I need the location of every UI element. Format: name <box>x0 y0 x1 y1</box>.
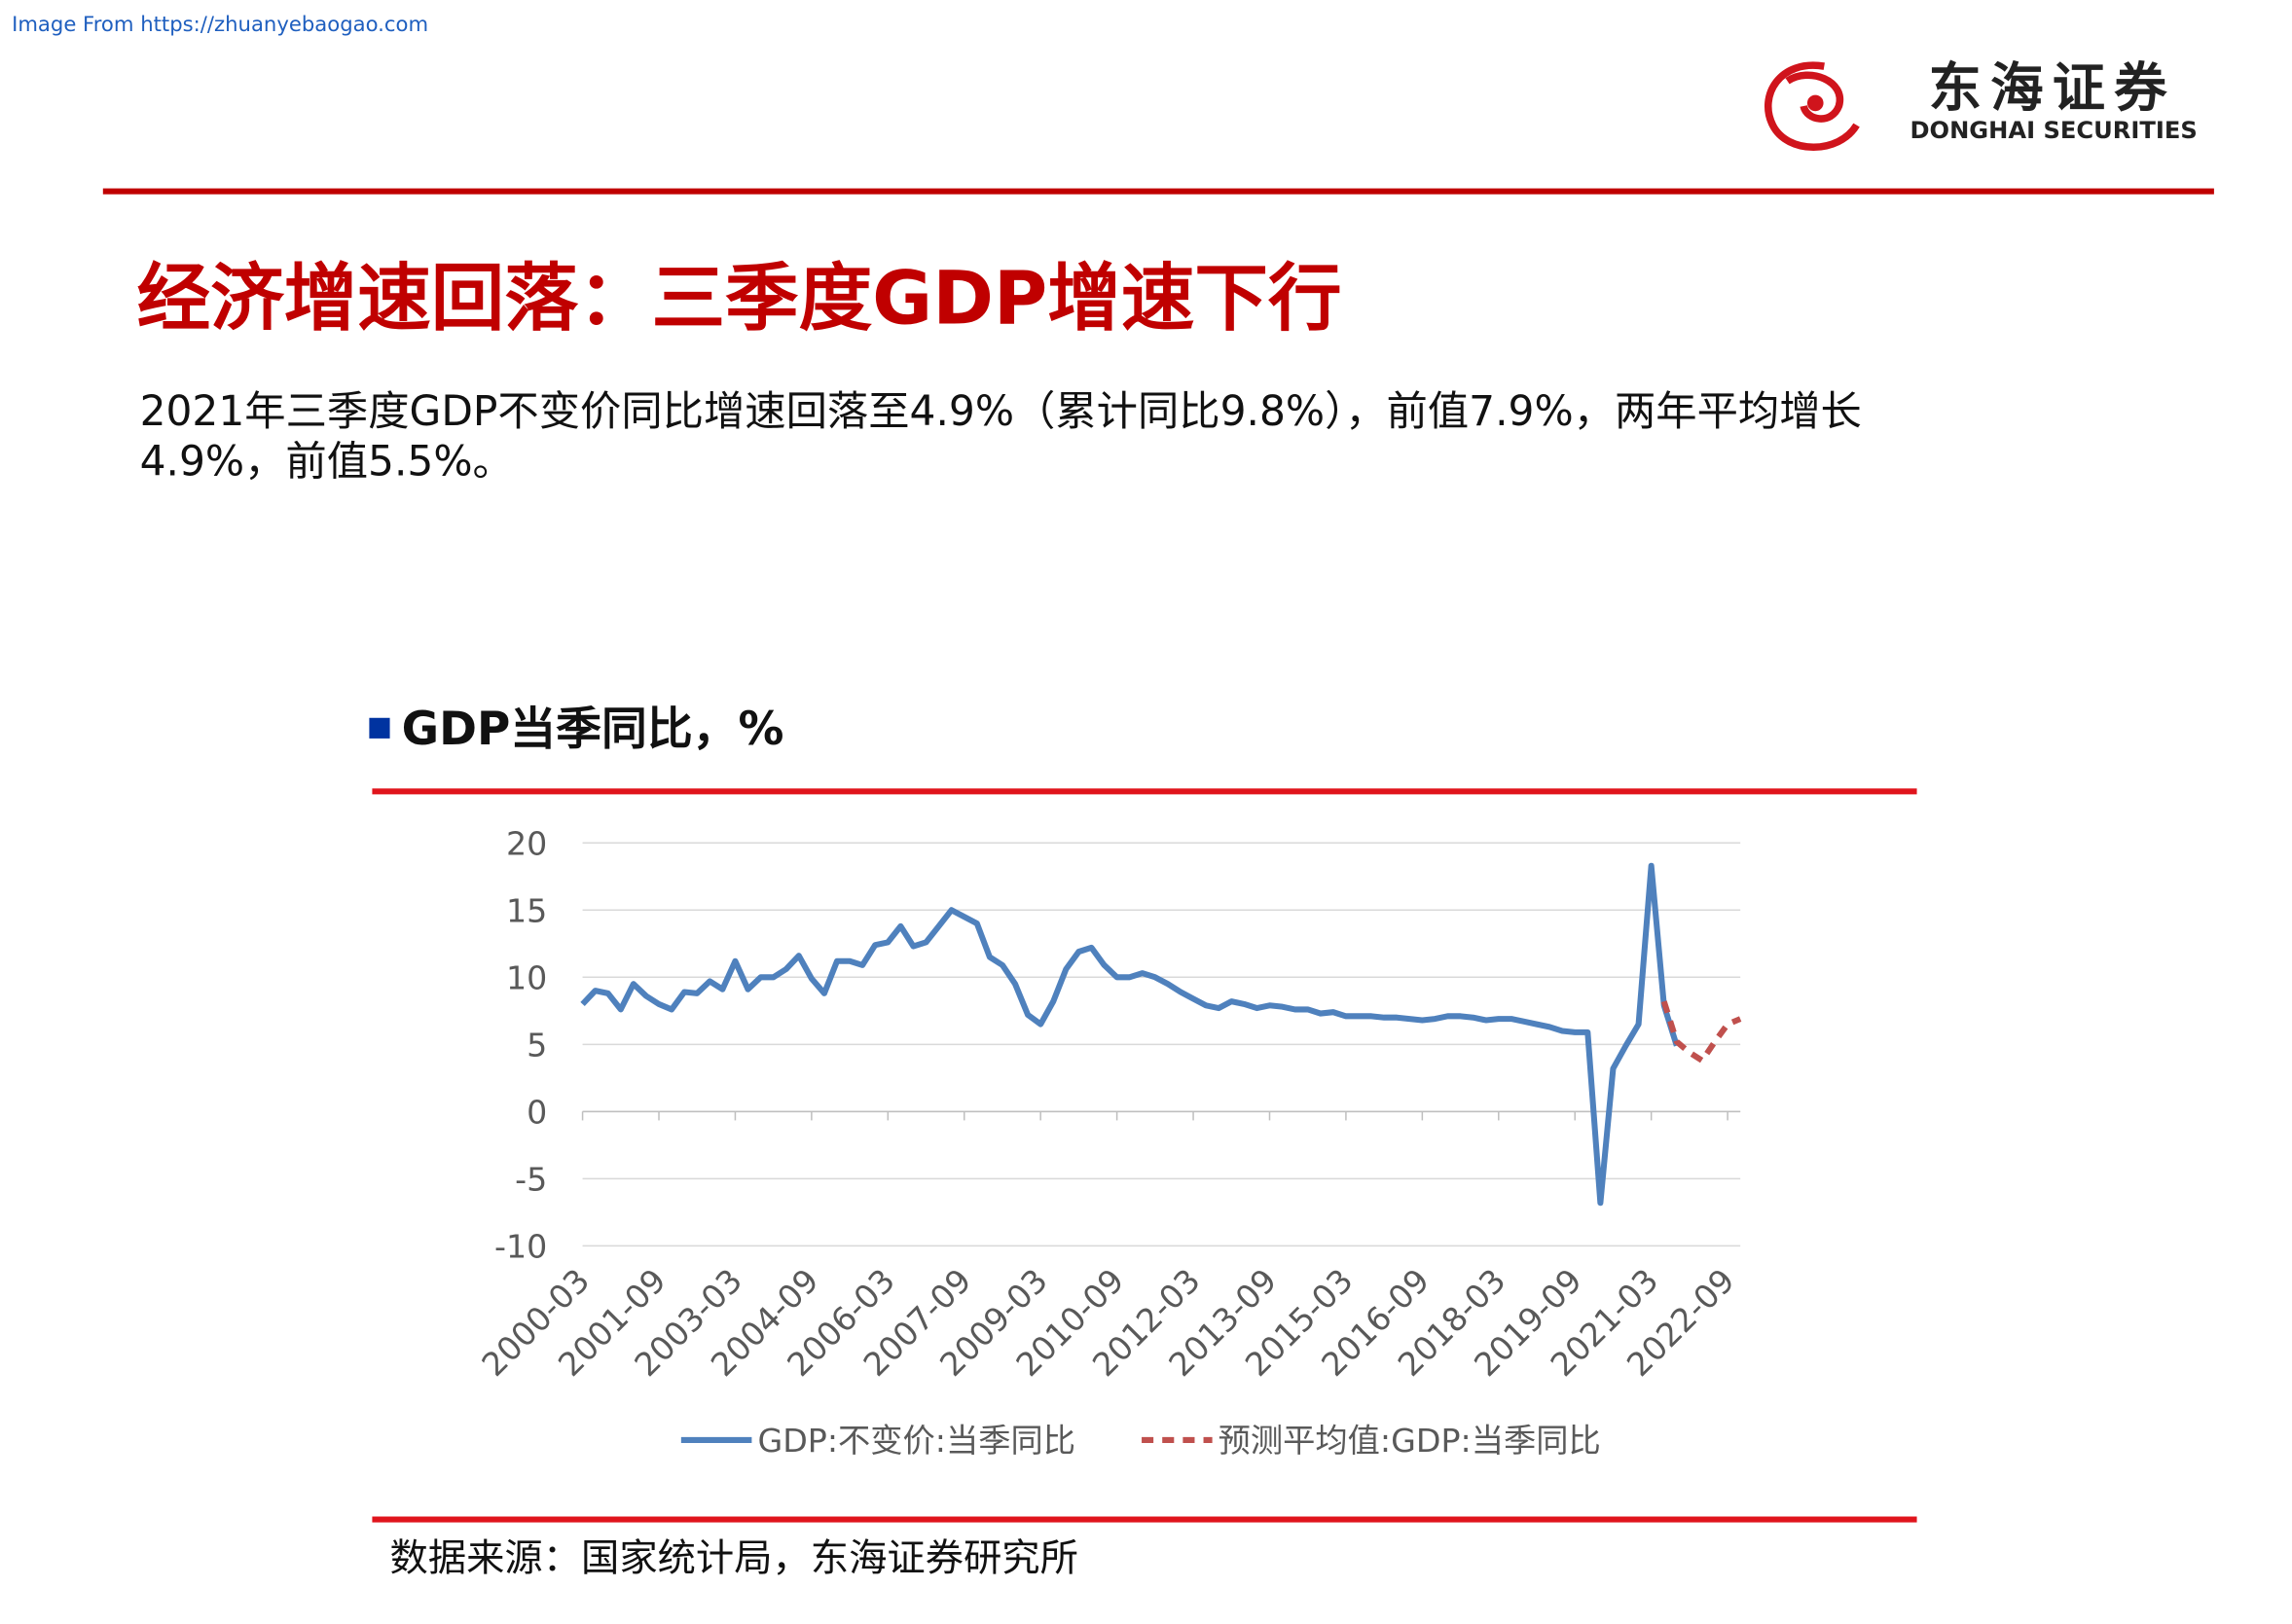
slide-title: 经济增速回落：三季度GDP增速下行 <box>137 256 1342 342</box>
paragraph-line: 2021年三季度GDP不变价同比增速回落至4.9%（累计同比9.8%），前值7.… <box>140 387 1862 435</box>
paragraph-line: 4.9%，前值5.5%。 <box>140 437 514 485</box>
chart-rule <box>372 788 1917 795</box>
y-tick-label: -10 <box>494 1228 547 1266</box>
title-bullet <box>369 717 390 739</box>
chart-rule <box>372 1516 1917 1523</box>
series-line <box>580 862 1680 1207</box>
chart-title: GDP当季同比，% <box>402 704 784 756</box>
logo-cn: 东海证券 <box>1929 56 2176 119</box>
logo-en: DONGHAI SECURITIES <box>1910 117 2197 144</box>
header-rule <box>102 188 2214 195</box>
y-tick-label: 0 <box>527 1093 547 1131</box>
data-source: 数据来源：国家统计局，东海证券研究所 <box>390 1536 1078 1580</box>
series-line <box>1660 1000 1742 1064</box>
y-tick-label: 5 <box>527 1026 547 1064</box>
source-url: Image From https://zhuanyebaogao.com <box>12 12 428 36</box>
y-tick-label: 15 <box>506 891 547 929</box>
legend-label: GDP:不变价:当季同比 <box>757 1422 1075 1460</box>
logo-mark <box>1764 61 1860 152</box>
y-tick-label: 20 <box>506 824 547 862</box>
y-tick-label: 10 <box>506 958 547 996</box>
legend-label: 预测平均值:GDP:当季同比 <box>1219 1422 1601 1460</box>
y-tick-label: -5 <box>515 1160 547 1198</box>
